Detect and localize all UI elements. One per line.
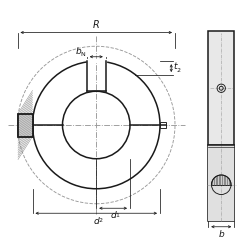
Text: b: b [218, 230, 224, 239]
Bar [208, 145, 234, 221]
Bar [208, 31, 234, 221]
Text: 2: 2 [177, 68, 181, 72]
Text: N: N [80, 52, 85, 58]
Text: R: R [93, 20, 100, 30]
Bar [160, 122, 166, 128]
Polygon shape [87, 59, 106, 62]
Bar [18, 114, 32, 136]
Bar [18, 114, 32, 136]
Text: d: d [110, 212, 116, 220]
Text: d: d [94, 216, 99, 226]
Polygon shape [212, 175, 231, 185]
Text: t: t [174, 62, 177, 72]
Text: 1: 1 [116, 213, 119, 218]
Text: 2: 2 [99, 218, 103, 223]
Text: b: b [76, 47, 81, 56]
